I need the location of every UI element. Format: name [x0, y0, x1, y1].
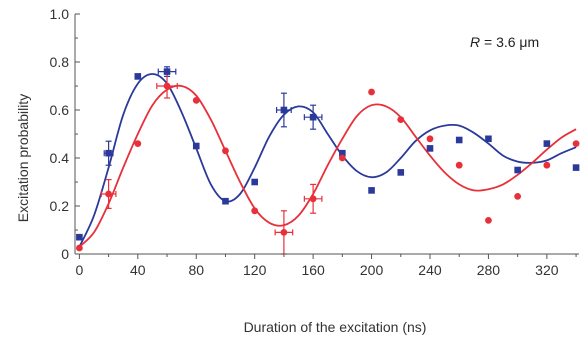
- y-tick-label: 0.4: [50, 150, 70, 166]
- data-point-circle: [163, 82, 171, 90]
- x-axis-label: Duration of the excitation (ns): [244, 319, 427, 335]
- radius-annotation-value: = 3.6 μm: [480, 34, 539, 50]
- x-tick-label: 280: [477, 262, 501, 278]
- data-point-square: [455, 136, 463, 144]
- x-tick-label: 240: [418, 262, 442, 278]
- data-point-square: [76, 233, 83, 241]
- data-point-square: [192, 142, 200, 150]
- data-point-square: [368, 187, 375, 194]
- data-point-square: [543, 140, 551, 147]
- data-point-square: [222, 197, 229, 205]
- data-point-circle: [572, 140, 580, 148]
- data-point-square: [426, 145, 434, 152]
- data-point-circle: [485, 217, 492, 224]
- data-point-square: [485, 135, 492, 143]
- data-point-circle: [426, 135, 434, 143]
- x-tick-label: 120: [243, 262, 267, 278]
- error-bars: [100, 66, 323, 255]
- data-points: [75, 68, 580, 252]
- x-tick-label: 0: [75, 262, 83, 278]
- data-point-square: [251, 178, 258, 186]
- data-point-square: [134, 73, 142, 80]
- x-tick-label: 80: [188, 262, 204, 278]
- ticks: 0 40 80 120 160 200 240 280 320 0 0.2 0.4 0.6 0.8 1.0: [50, 6, 577, 278]
- data-point-circle: [105, 190, 112, 198]
- x-tick-label: 200: [360, 262, 384, 278]
- data-point-square: [105, 149, 112, 157]
- y-tick-label: 0.2: [50, 198, 70, 214]
- y-tick-label: 1.0: [50, 6, 70, 22]
- data-point-circle: [309, 195, 317, 203]
- x-tick-label: 160: [301, 262, 325, 278]
- data-point-circle: [397, 116, 405, 123]
- data-point-square: [339, 149, 346, 157]
- x-tick-label: 320: [535, 262, 559, 278]
- radius-annotation: R = 3.6 μm: [470, 34, 539, 50]
- data-point-circle: [514, 193, 522, 200]
- data-point-circle: [543, 161, 551, 169]
- data-point-circle: [280, 229, 288, 236]
- y-tick-label: 0: [61, 246, 69, 262]
- data-point-square: [163, 68, 171, 75]
- data-point-circle: [192, 97, 200, 104]
- data-point-circle: [134, 140, 142, 148]
- data-point-square: [572, 164, 580, 171]
- data-point-square: [397, 169, 405, 176]
- data-point-square: [514, 166, 521, 174]
- radius-annotation-symbol: R: [470, 34, 480, 50]
- data-point-circle: [222, 147, 229, 155]
- y-axis-label: Excitation probability: [15, 94, 31, 222]
- fit-curves: [78, 73, 577, 248]
- y-tick-label: 0.8: [50, 54, 70, 70]
- data-point-square: [280, 106, 288, 114]
- data-point-circle: [75, 244, 83, 252]
- data-point-circle: [338, 154, 346, 162]
- data-point-circle: [368, 88, 375, 96]
- data-point-square: [309, 113, 317, 121]
- data-point-circle: [251, 207, 259, 215]
- y-tick-label: 0.6: [50, 102, 70, 118]
- fit-curve-square: [78, 73, 577, 248]
- data-point-circle: [455, 161, 463, 169]
- x-tick-label: 40: [130, 262, 146, 278]
- fit-curve-circle: [78, 84, 577, 248]
